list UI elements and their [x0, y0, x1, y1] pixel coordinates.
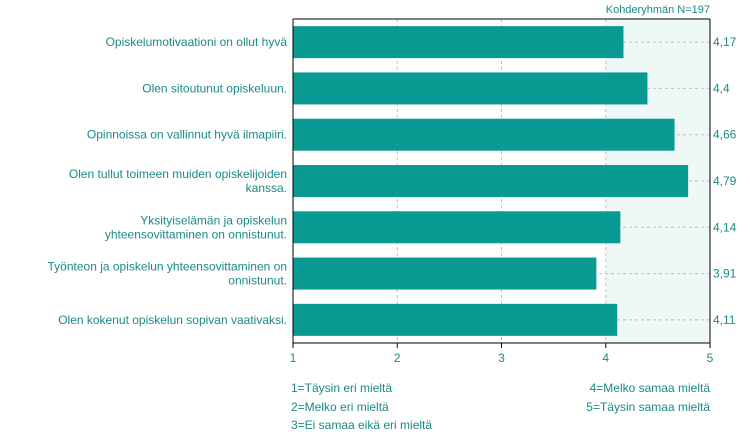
- category-label: Yksityiselämän ja opiskelun yhteensovitta…: [105, 213, 287, 241]
- x-tick-label: 3: [498, 351, 505, 365]
- category-label: Olen sitoutunut opiskeluun.: [142, 81, 287, 95]
- x-tick-label: 4: [602, 351, 609, 365]
- category-label: Olen tullut toimeen muiden opiskelijoide…: [69, 167, 287, 195]
- value-label: 4,66: [713, 128, 737, 142]
- bar: [293, 165, 689, 197]
- value-label: 3,91: [713, 267, 737, 281]
- category-label: Opiskelumotivaationi on ollut hyvä: [106, 35, 288, 49]
- x-tick-label: 2: [394, 351, 401, 365]
- category-label: Opinnoissa on vallinnut hyvä ilmapiiri.: [87, 128, 287, 142]
- value-label: 4,11: [713, 313, 736, 327]
- bar: [293, 118, 675, 151]
- plot-area: Opiskelumotivaationi on ollut hyvä 4,17 Ol…: [48, 18, 737, 365]
- value-label: 4,79: [713, 174, 737, 188]
- legend-item-1: 1=Täysin eri mieltä: [291, 381, 393, 395]
- value-label: 4,17: [713, 35, 737, 49]
- legend-item-5: 5=Täysin samaa mieltä: [586, 400, 710, 414]
- value-label: 4,14: [713, 220, 737, 234]
- group-size-label: Kohderyhmän N=197: [606, 4, 710, 16]
- legend-item-2: 2=Melko eri mieltä: [291, 400, 389, 414]
- x-tick-label: 5: [707, 351, 714, 365]
- bar: [293, 72, 648, 105]
- bar: [293, 211, 621, 244]
- category-label: Työnteon ja opiskelun yhteensovittaminen…: [48, 260, 288, 288]
- legend-item-4: 4=Melko samaa mieltä: [589, 381, 710, 395]
- category-label: Olen kokenut opiskelun sopivan vaativaks…: [58, 313, 287, 327]
- legend-item-3: 3=Ei samaa eikä eri mieltä: [291, 418, 433, 432]
- bar: [293, 257, 597, 290]
- x-tick-label: 1: [290, 351, 297, 365]
- bar: [293, 303, 618, 336]
- bar: [293, 26, 624, 59]
- value-label: 4,4: [713, 81, 730, 95]
